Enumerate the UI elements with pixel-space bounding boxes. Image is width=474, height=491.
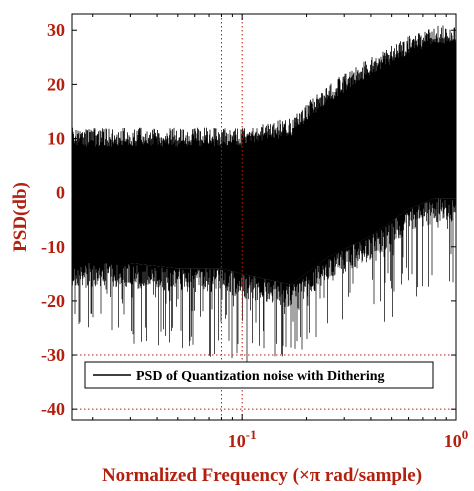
y-axis-ticks: 30 20 10 0 -10 -20 -30 -40 [41,20,456,419]
legend-label: PSD of Quantization noise with Dithering [136,369,385,384]
y-tick-label: -30 [41,345,65,365]
y-tick-label: 0 [56,183,65,203]
x-axis-title: Normalized Frequency (×π rad/sample) [102,465,422,486]
x-axis-ticks: 10-1 100 [92,14,469,451]
y-tick-label: -10 [41,237,65,257]
legend-box [84,361,434,389]
y-tick-label: -20 [41,291,65,311]
y-tick-label: -40 [41,399,65,419]
x-tick-label: 100 [444,427,469,451]
grid-lines [72,14,456,420]
y-axis-title: PSD(db) [10,182,31,252]
y-tick-label: 20 [47,74,65,94]
x-tick-label: 10-1 [228,427,257,451]
legend: PSD of Quantization noise with Dithering [84,361,434,389]
plot-frame [71,13,457,421]
y-tick-label: 10 [47,129,65,149]
y-tick-label: 30 [47,20,65,40]
